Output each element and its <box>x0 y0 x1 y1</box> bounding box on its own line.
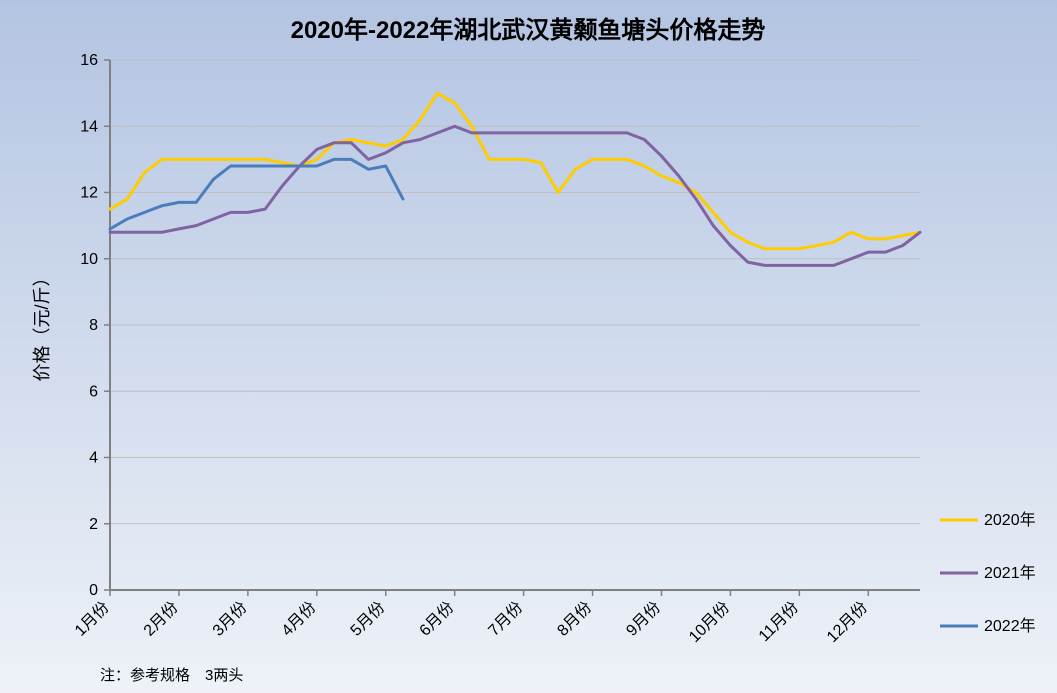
y-tick-label: 2 <box>89 516 98 533</box>
chart-svg: 2020年-2022年湖北武汉黄颡鱼塘头价格走势 0 2 4 6 8 10 12 14 16 价格（… <box>0 0 1057 693</box>
y-tick-label: 14 <box>80 118 98 135</box>
y-tick-label: 0 <box>89 582 98 599</box>
y-tick-label: 4 <box>89 450 98 467</box>
legend-label: 2021年 <box>984 564 1036 582</box>
chart-title: 2020年-2022年湖北武汉黄颡鱼塘头价格走势 <box>291 16 766 44</box>
chart-container: 2020年-2022年湖北武汉黄颡鱼塘头价格走势 0 2 4 6 8 10 12 14 16 价格（… <box>0 0 1057 693</box>
y-tick-label: 10 <box>80 251 98 268</box>
y-axis-label: 价格（元/斤） <box>32 268 52 381</box>
y-tick-label: 12 <box>80 185 98 202</box>
legend-label: 2022年 <box>984 617 1036 635</box>
y-tick-label: 16 <box>80 52 98 69</box>
y-tick-label: 8 <box>89 317 98 334</box>
legend-label: 2020年 <box>984 511 1036 529</box>
footnote: 注：参考规格 3两头 <box>100 667 243 684</box>
y-tick-label: 6 <box>89 383 98 400</box>
